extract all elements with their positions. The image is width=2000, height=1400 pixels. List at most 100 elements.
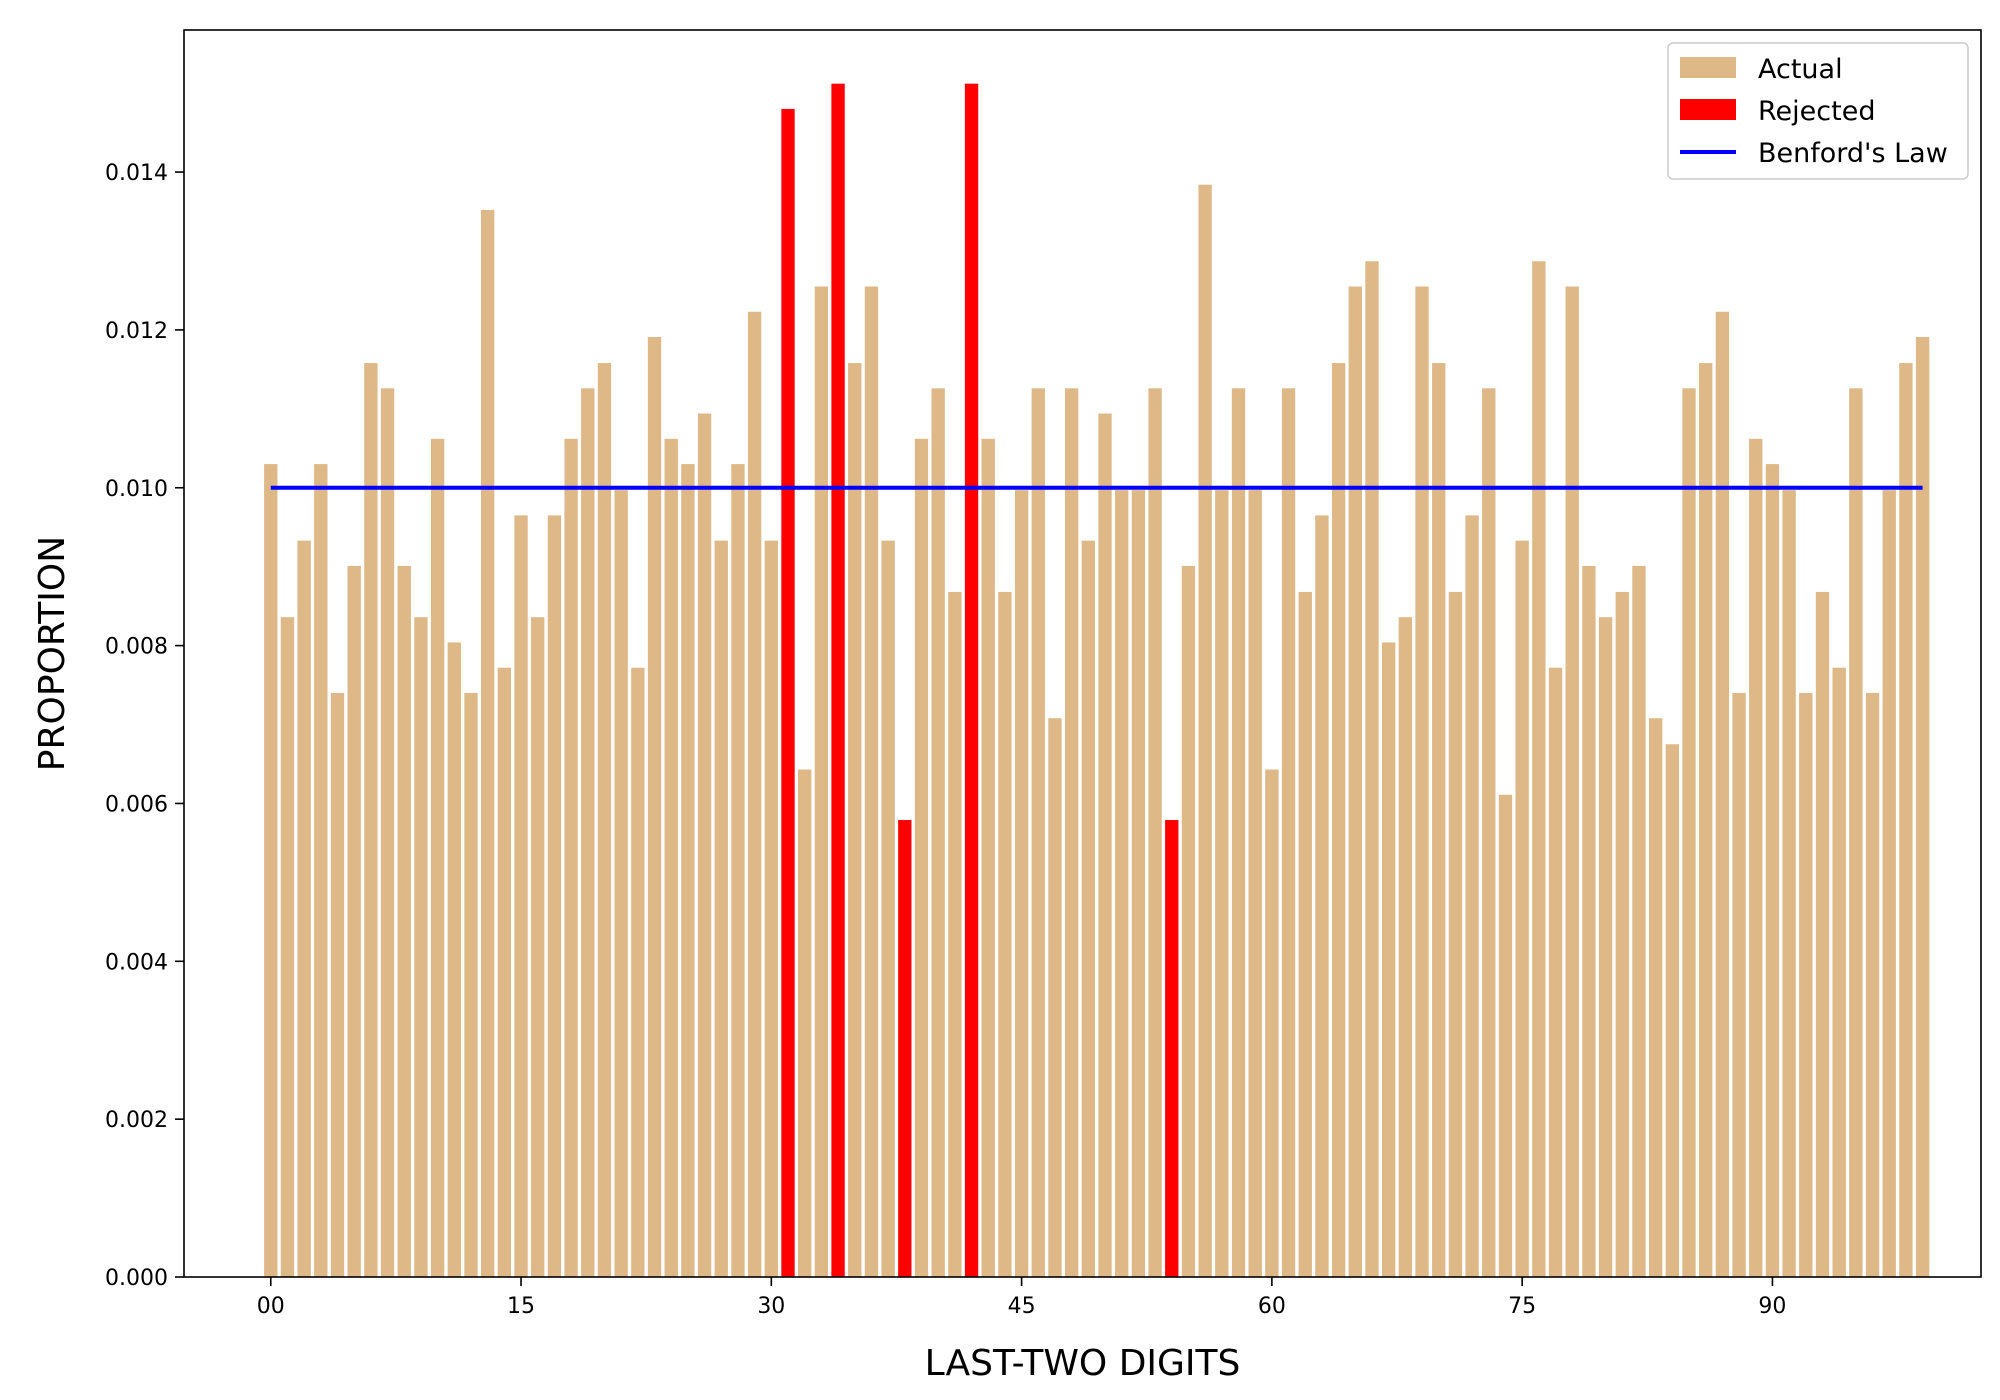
x-tick-label: 15 — [507, 1294, 535, 1319]
plot-frame — [183, 29, 1982, 1278]
actual-bar — [1582, 565, 1596, 1277]
y-tick-label: 0.012 — [105, 319, 168, 344]
actual-bar — [1382, 642, 1396, 1277]
actual-bar — [514, 515, 528, 1277]
actual-bar — [564, 438, 578, 1278]
actual-bar — [1198, 184, 1212, 1277]
actual-bar — [1498, 794, 1513, 1277]
actual-bar — [631, 667, 645, 1277]
actual-bar — [380, 388, 395, 1277]
y-tick-label: 0.014 — [105, 161, 168, 186]
actual-bar — [497, 667, 512, 1277]
actual-bar — [1298, 591, 1312, 1277]
y-tick-label: 0.002 — [105, 1108, 168, 1133]
actual-bar — [1899, 363, 1913, 1278]
legend-swatch — [1680, 57, 1736, 78]
actual-bar — [1782, 490, 1796, 1278]
y-tick-label: 0.000 — [105, 1266, 168, 1291]
actual-bar — [297, 540, 311, 1277]
actual-bar — [931, 388, 945, 1277]
actual-bar — [581, 388, 595, 1277]
actual-bar — [1031, 388, 1045, 1277]
actual-bar — [848, 363, 862, 1278]
actual-bar — [1732, 692, 1746, 1277]
actual-bar — [1415, 286, 1429, 1277]
actual-bar — [1849, 388, 1863, 1277]
actual-bar — [430, 438, 445, 1278]
actual-bar — [864, 286, 879, 1277]
actual-bar — [614, 490, 628, 1278]
y-tick-label: 0.010 — [105, 477, 168, 502]
actual-bar — [1565, 286, 1579, 1277]
actual-bar — [264, 464, 278, 1277]
actual-bar — [314, 464, 328, 1277]
actual-bar — [1365, 261, 1379, 1278]
actual-bar — [1131, 490, 1146, 1278]
actual-bar — [1615, 591, 1629, 1277]
actual-bar — [1882, 490, 1896, 1278]
actual-bar — [1699, 363, 1713, 1278]
actual-bar — [1181, 565, 1196, 1277]
y-tick-label: 0.008 — [105, 635, 168, 660]
actual-bar — [1014, 490, 1029, 1278]
rejected-bar — [1165, 820, 1179, 1277]
actual-bar — [664, 438, 678, 1278]
actual-bar — [364, 363, 378, 1278]
rejected-bar — [831, 83, 845, 1278]
actual-bar — [347, 565, 361, 1277]
actual-bar — [1598, 617, 1613, 1277]
actual-bar — [280, 617, 295, 1277]
actual-bar — [731, 464, 745, 1277]
actual-bar — [1765, 464, 1780, 1277]
rejected-bar — [898, 820, 912, 1277]
actual-bar — [1665, 744, 1679, 1277]
legend: Actual Rejected Benford's Law — [1667, 42, 1969, 180]
actual-bar — [397, 565, 411, 1277]
legend-box — [1667, 42, 1969, 180]
actual-bar — [1348, 286, 1362, 1277]
legend-label: Actual — [1758, 54, 1843, 85]
actual-bar — [914, 438, 929, 1278]
actual-bar — [881, 540, 895, 1277]
actual-bar — [1832, 667, 1846, 1277]
legend-swatch — [1680, 99, 1736, 120]
actual-bar — [981, 438, 995, 1278]
actual-bar — [1064, 388, 1079, 1277]
actual-bar — [764, 540, 778, 1277]
rejected-bar — [964, 83, 979, 1278]
actual-bar — [1432, 363, 1446, 1278]
actual-bar — [547, 515, 562, 1277]
x-tick-label: 60 — [1258, 1294, 1286, 1319]
actual-bar — [647, 337, 662, 1278]
y-tick-label: 0.004 — [105, 950, 168, 975]
actual-bar — [531, 617, 545, 1277]
actual-bar — [948, 591, 962, 1277]
actual-bar — [697, 413, 712, 1277]
rejected-bar — [781, 108, 795, 1277]
actual-bar — [1215, 490, 1229, 1278]
x-tick-label: 30 — [757, 1294, 785, 1319]
actual-bar — [1648, 718, 1663, 1277]
actual-bar — [414, 617, 428, 1277]
actual-bar — [1715, 311, 1730, 1277]
actual-bar — [1532, 261, 1546, 1278]
actual-bar — [464, 692, 478, 1277]
actual-bar — [1148, 388, 1162, 1277]
x-axis-ticks: 00 15 30 45 60 75 90 — [257, 1277, 1786, 1319]
actual-bar — [714, 540, 728, 1277]
actual-bar — [1331, 363, 1346, 1278]
actual-bar — [1865, 692, 1880, 1277]
actual-bar — [1081, 540, 1096, 1277]
x-tick-label: 75 — [1508, 1294, 1536, 1319]
actual-bar — [798, 769, 812, 1277]
y-axis-ticks: 0.000 0.002 0.004 0.006 0.008 0.010 0.012 0.014 — [105, 161, 184, 1291]
actual-bar — [1248, 490, 1262, 1278]
actual-bar — [1465, 515, 1479, 1277]
actual-bar — [1115, 490, 1129, 1278]
actual-bar — [1815, 591, 1830, 1277]
legend-label: Benford's Law — [1758, 138, 1948, 169]
x-axis-title: LAST-TWO DIGITS — [925, 1343, 1241, 1384]
bars-layer — [264, 83, 1930, 1278]
actual-bar — [330, 692, 345, 1277]
actual-bar — [1632, 565, 1646, 1277]
